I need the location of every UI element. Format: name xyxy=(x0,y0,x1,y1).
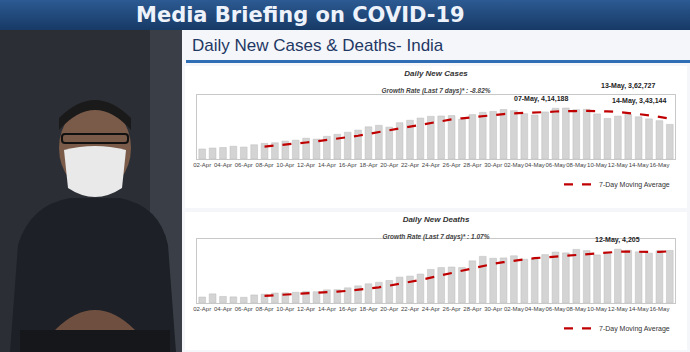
svg-text:06-May: 06-May xyxy=(545,306,565,312)
svg-text:20-Apr: 20-Apr xyxy=(380,162,398,168)
svg-text:12-Apr: 12-Apr xyxy=(297,306,315,312)
svg-text:7-Day Moving Average: 7-Day Moving Average xyxy=(599,181,670,189)
svg-text:Growth Rate (Last 7 days)* : 1: Growth Rate (Last 7 days)* : 1.07% xyxy=(383,233,490,241)
svg-text:16-May: 16-May xyxy=(649,306,669,312)
svg-text:02-May: 02-May xyxy=(504,306,524,312)
svg-text:10-May: 10-May xyxy=(587,306,607,312)
svg-text:02-May: 02-May xyxy=(504,162,524,168)
svg-text:04-Apr: 04-Apr xyxy=(214,306,232,312)
svg-text:Daily New Deaths: Daily New Deaths xyxy=(403,215,470,224)
svg-text:16-Apr: 16-Apr xyxy=(339,306,357,312)
html-text:Daily New Cases & Deaths- Indi: Daily New Cases & Deaths- India xyxy=(192,36,444,55)
svg-text:16-May: 16-May xyxy=(649,162,669,168)
svg-text:08-May: 08-May xyxy=(566,162,586,168)
svg-text:26-Apr: 26-Apr xyxy=(443,306,461,312)
svg-text:Daily New Cases: Daily New Cases xyxy=(404,69,468,78)
svg-text:07-May, 4,14,188: 07-May, 4,14,188 xyxy=(514,95,568,103)
svg-text:14-Apr: 14-Apr xyxy=(318,306,336,312)
svg-text:22-Apr: 22-Apr xyxy=(401,306,419,312)
svg-text:12-May, 4,205: 12-May, 4,205 xyxy=(595,236,640,244)
svg-text:10-May: 10-May xyxy=(587,162,607,168)
svg-text:14-May: 14-May xyxy=(629,306,649,312)
svg-text:26-Apr: 26-Apr xyxy=(443,162,461,168)
svg-text:04-Apr: 04-Apr xyxy=(214,162,232,168)
svg-text:14-May, 3,43,144: 14-May, 3,43,144 xyxy=(612,97,666,105)
svg-text:14-May: 14-May xyxy=(629,162,649,168)
svg-text:08-Apr: 08-Apr xyxy=(256,306,274,312)
svg-text:08-May: 08-May xyxy=(566,306,586,312)
svg-text:13-May, 3,62,727: 13-May, 3,62,727 xyxy=(601,82,655,90)
svg-text:02-Apr: 02-Apr xyxy=(193,162,211,168)
svg-text:Growth Rate (Last 7 days)* : -: Growth Rate (Last 7 days)* : -8.82% xyxy=(381,87,490,95)
svg-text:12-May: 12-May xyxy=(608,306,628,312)
svg-text:20-Apr: 20-Apr xyxy=(380,306,398,312)
svg-text:24-Apr: 24-Apr xyxy=(422,306,440,312)
svg-text:04-May: 04-May xyxy=(525,162,545,168)
svg-text:06-May: 06-May xyxy=(545,162,565,168)
svg-text:12-Apr: 12-Apr xyxy=(297,162,315,168)
html-text:Media Briefing on COVID-19: Media Briefing on COVID-19 xyxy=(136,3,465,27)
svg-text:08-Apr: 08-Apr xyxy=(256,162,274,168)
svg-text:18-Apr: 18-Apr xyxy=(359,306,377,312)
svg-text:28-Apr: 28-Apr xyxy=(463,306,481,312)
svg-text:30-Apr: 30-Apr xyxy=(484,162,502,168)
svg-text:18-Apr: 18-Apr xyxy=(359,162,377,168)
svg-text:24-Apr: 24-Apr xyxy=(422,162,440,168)
svg-text:30-Apr: 30-Apr xyxy=(484,306,502,312)
svg-text:28-Apr: 28-Apr xyxy=(463,162,481,168)
svg-text:06-Apr: 06-Apr xyxy=(235,162,253,168)
svg-text:06-Apr: 06-Apr xyxy=(235,306,253,312)
svg-text:22-Apr: 22-Apr xyxy=(401,162,419,168)
svg-text:14-Apr: 14-Apr xyxy=(318,162,336,168)
svg-text:12-May: 12-May xyxy=(608,162,628,168)
svg-text:16-Apr: 16-Apr xyxy=(339,162,357,168)
svg-text:10-Apr: 10-Apr xyxy=(276,162,294,168)
svg-text:02-Apr: 02-Apr xyxy=(193,306,211,312)
svg-text:7-Day Moving Average: 7-Day Moving Average xyxy=(599,325,670,333)
svg-text:04-May: 04-May xyxy=(525,306,545,312)
svg-text:10-Apr: 10-Apr xyxy=(276,306,294,312)
